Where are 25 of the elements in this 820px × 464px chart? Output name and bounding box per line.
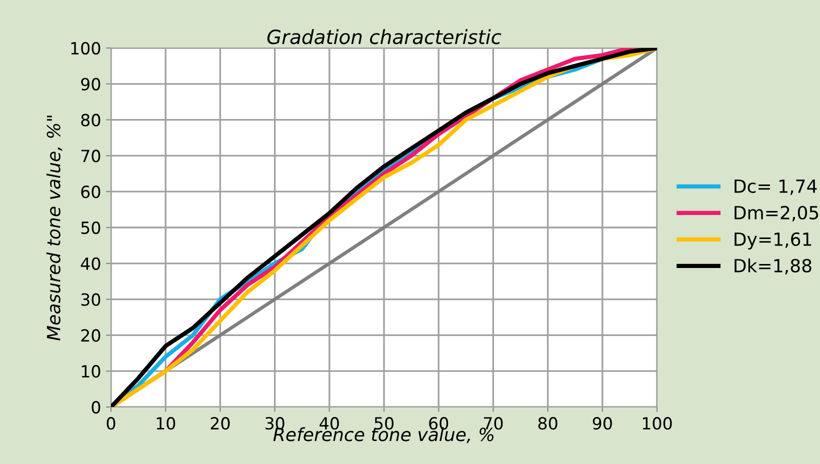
x-tick-label: 70	[484, 417, 503, 430]
legend-label: Dk=1,88	[734, 258, 812, 274]
x-tick-label: 20	[210, 417, 230, 430]
y-tick-label: 50	[81, 221, 100, 234]
y-tick-label: 10	[82, 365, 100, 378]
y-tick-label: 40	[80, 257, 100, 270]
x-tick-label: 80	[538, 417, 558, 430]
x-tick-label: 50	[374, 417, 394, 430]
y-tick-label: 80	[81, 114, 100, 126]
y-tick-label: 70	[81, 150, 100, 162]
y-tick-label: 0	[92, 400, 100, 414]
legend-label: Dm=2,05	[734, 206, 818, 222]
legend-label: Dc= 1,74	[734, 180, 817, 195]
y-tick-label: 60	[81, 186, 100, 198]
x-tick-label: 0	[106, 417, 116, 430]
y-tick-label: 90	[81, 78, 100, 90]
y-tick-label: 20	[81, 329, 100, 342]
x-tick-label: 90	[592, 417, 612, 430]
x-tick-label: 100	[642, 417, 672, 430]
legend-label: Dy=1,61	[734, 232, 812, 250]
x-tick-label: 10	[156, 417, 176, 430]
y-tick-label: 100	[71, 42, 100, 55]
y-tick-label: 30	[81, 293, 100, 306]
y-axis-title: Measured tone value, %"	[46, 116, 62, 341]
chart-title: Gradation characteristic	[267, 29, 502, 44]
